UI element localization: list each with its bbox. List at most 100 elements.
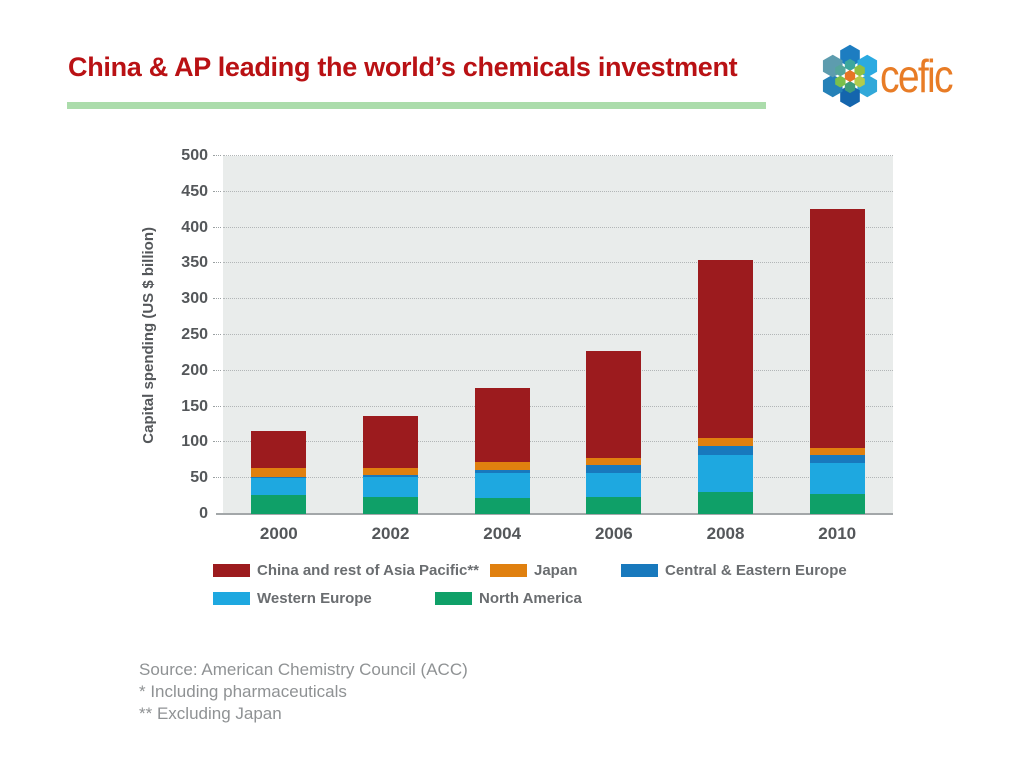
bar-slot [781, 156, 893, 514]
legend-swatch [621, 563, 658, 577]
x-tick-label: 2010 [818, 524, 857, 543]
y-tick-label: 50 [190, 469, 208, 487]
y-tick-mark [213, 226, 221, 228]
bar-segment [251, 431, 307, 468]
bar-segment [251, 467, 307, 477]
y-tick-mark [213, 405, 221, 407]
legend-label: Japan [534, 561, 578, 579]
bar-slot [223, 156, 335, 514]
bar-slot [558, 156, 670, 514]
stacked-bar-2006 [586, 350, 642, 514]
bar-segment [474, 498, 530, 514]
bar-segment [698, 438, 754, 447]
bar-segment [363, 476, 418, 497]
bar-segment [474, 461, 530, 471]
cefic-logo-icon [822, 44, 878, 108]
bar-segment [809, 494, 865, 514]
legend-item: North America [435, 589, 582, 607]
y-tick-label: 400 [181, 218, 208, 236]
bar-segment [363, 496, 418, 514]
gridline [223, 262, 893, 264]
legend-swatch [213, 591, 250, 605]
x-tick-label: 2004 [483, 524, 522, 543]
stacked-bar-2008 [698, 259, 754, 514]
slide-title: China & AP leading the world’s chemicals… [68, 52, 738, 82]
legend-label: North America [479, 589, 582, 607]
legend-label: Western Europe [257, 589, 372, 607]
title-underline [67, 102, 766, 109]
x-tick-label: 2002 [371, 524, 410, 543]
bar-segment [251, 478, 307, 495]
bars-container [223, 156, 893, 514]
stacked-bar-2010 [809, 209, 865, 514]
y-tick-label: 350 [181, 254, 208, 272]
x-axis: 2000 2002 2004 2006 2008 2010 [223, 524, 893, 544]
legend-swatch [435, 591, 472, 605]
source-line: * Including pharmaceuticals [139, 682, 347, 701]
gridline [223, 190, 893, 192]
bar-slot [335, 156, 447, 514]
y-tick-mark [213, 369, 221, 371]
y-tick-label: 0 [199, 505, 208, 522]
bar-slot [446, 156, 558, 514]
source-note: Source: American Chemistry Council (ACC)… [139, 659, 468, 725]
legend-swatch [490, 563, 527, 577]
bar-segment [809, 448, 865, 455]
bar-segment [251, 476, 307, 479]
stacked-bar-2000 [251, 431, 307, 514]
gridline [223, 477, 893, 479]
bar-segment [586, 458, 642, 465]
x-tick-label: 2000 [259, 524, 298, 543]
bar-segment [698, 455, 754, 492]
bar-segment [698, 259, 754, 439]
y-tick-mark [213, 155, 221, 156]
cefic-logo: cefic [822, 44, 965, 108]
x-axis-line [216, 513, 893, 515]
bar-segment [586, 496, 642, 514]
y-tick-label: 200 [181, 361, 208, 379]
y-tick-label: 250 [181, 326, 208, 343]
bar-segment [698, 446, 754, 456]
y-tick-mark [213, 441, 221, 443]
bar-segment [474, 473, 530, 499]
plot-area [223, 155, 893, 514]
bar-segment [809, 454, 865, 464]
bar-segment [809, 463, 865, 494]
gridline [223, 405, 893, 407]
y-tick-label: 150 [181, 397, 208, 415]
y-tick-mark [213, 334, 221, 335]
bar-segment [586, 350, 642, 459]
y-axis: 0 50 100 150 200 250 300 350 400 450 500 [140, 148, 221, 522]
source-line: ** Excluding Japan [139, 704, 282, 723]
y-tick-label: 450 [181, 182, 208, 200]
gridline [223, 369, 893, 371]
bar-segment [809, 209, 865, 449]
bar-segment [251, 494, 307, 514]
legend-item: Japan [490, 561, 578, 579]
x-tick-label: 2008 [706, 524, 745, 543]
y-tick-label: 500 [181, 147, 208, 164]
legend-label: China and rest of Asia Pacific** [257, 561, 480, 579]
y-tick-mark [213, 190, 221, 192]
bar-segment [474, 387, 530, 462]
legend-item: China and rest of Asia Pacific** [213, 561, 480, 579]
y-tick-mark [213, 477, 221, 479]
bar-segment [363, 415, 418, 468]
stacked-bar-2004 [474, 387, 530, 514]
gridline [223, 334, 893, 335]
y-tick-label: 100 [181, 433, 208, 451]
bar-segment [586, 473, 642, 497]
source-line: Source: American Chemistry Council (ACC) [139, 660, 468, 679]
gridline [223, 155, 893, 156]
bar-segment [586, 464, 642, 474]
y-tick-mark [213, 262, 221, 264]
gridline [223, 441, 893, 443]
legend-swatch [213, 563, 250, 577]
stacked-bar-2002 [363, 415, 418, 514]
x-tick-label: 2006 [594, 524, 633, 543]
bar-segment [363, 474, 418, 477]
gridline [223, 226, 893, 228]
bar-segment [474, 470, 530, 474]
bar-segment [698, 491, 754, 514]
